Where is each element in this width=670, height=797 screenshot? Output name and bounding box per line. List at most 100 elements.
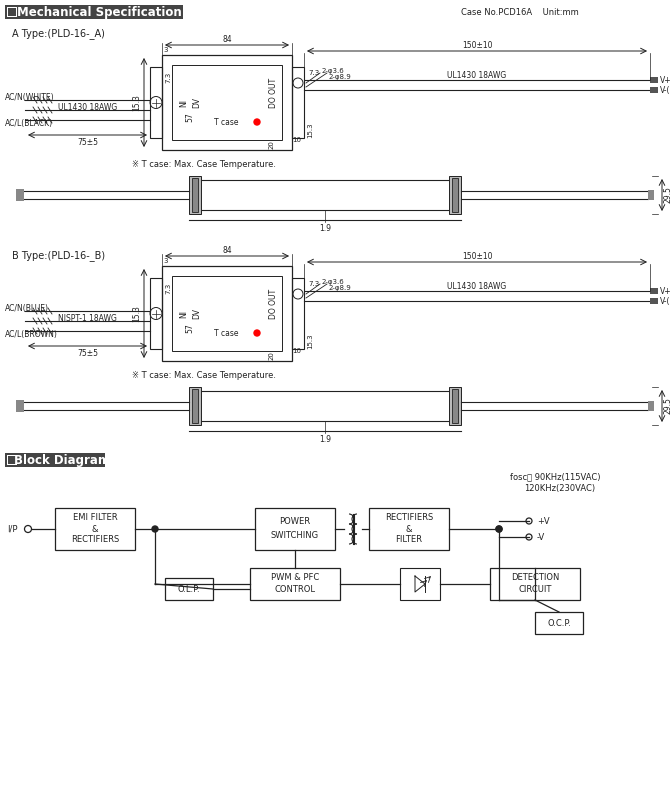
Text: SWITCHING: SWITCHING xyxy=(271,532,319,540)
Bar xyxy=(8,456,16,464)
Text: EMI FILTER: EMI FILTER xyxy=(72,513,117,523)
Text: 20: 20 xyxy=(269,351,275,360)
Circle shape xyxy=(152,526,158,532)
Bar xyxy=(648,401,654,411)
Text: V-(BLACK): V-(BLACK) xyxy=(660,296,670,305)
Text: 2-φ8.9: 2-φ8.9 xyxy=(329,74,352,80)
Text: DV: DV xyxy=(192,308,202,319)
Bar xyxy=(292,67,304,138)
Text: 84: 84 xyxy=(222,245,232,254)
Bar xyxy=(172,276,282,351)
Text: 29.5: 29.5 xyxy=(663,186,670,203)
Text: 57: 57 xyxy=(186,112,194,123)
Text: 2-φ3.6: 2-φ3.6 xyxy=(322,279,345,285)
Text: UL1430 18AWG: UL1430 18AWG xyxy=(58,103,117,112)
Bar xyxy=(400,568,440,600)
Text: 10: 10 xyxy=(293,348,302,354)
Bar xyxy=(292,278,304,349)
Text: 84: 84 xyxy=(222,34,232,44)
Text: fosc： 90KHz(115VAC): fosc： 90KHz(115VAC) xyxy=(510,473,600,481)
Text: 15.3: 15.3 xyxy=(133,305,141,322)
Text: 7.3: 7.3 xyxy=(308,281,319,287)
Text: 7.3: 7.3 xyxy=(165,282,171,293)
Text: 7.3: 7.3 xyxy=(308,70,319,76)
Bar xyxy=(192,178,198,212)
Bar xyxy=(650,288,658,294)
Text: Mechanical Specification: Mechanical Specification xyxy=(17,6,182,18)
Text: FILTER: FILTER xyxy=(395,536,423,544)
Text: ※ T case: Max. Case Temperature.: ※ T case: Max. Case Temperature. xyxy=(132,371,276,379)
Text: &: & xyxy=(92,524,98,533)
Text: 120KHz(230VAC): 120KHz(230VAC) xyxy=(524,484,595,493)
Bar xyxy=(250,568,340,600)
Text: CONTROL: CONTROL xyxy=(275,586,316,595)
Text: NI: NI xyxy=(180,309,188,317)
Text: RECTIFIERS: RECTIFIERS xyxy=(71,536,119,544)
Text: 57: 57 xyxy=(186,324,194,333)
Text: AC/N(BLUE): AC/N(BLUE) xyxy=(5,304,49,312)
Text: ※ T case: Max. Case Temperature.: ※ T case: Max. Case Temperature. xyxy=(132,159,276,168)
Text: AC/L(BROWN): AC/L(BROWN) xyxy=(5,329,58,339)
Bar xyxy=(449,176,461,214)
Bar xyxy=(189,387,201,425)
Bar xyxy=(162,266,292,361)
Text: NI: NI xyxy=(180,99,188,107)
Text: POWER: POWER xyxy=(279,517,311,527)
Text: 10: 10 xyxy=(293,137,302,143)
Bar xyxy=(150,67,162,138)
Text: DO OUT: DO OUT xyxy=(269,289,279,319)
Bar xyxy=(150,278,162,349)
Text: NISPT-1 18AWG: NISPT-1 18AWG xyxy=(58,313,117,323)
Text: 15.3: 15.3 xyxy=(307,333,313,349)
Text: T case: T case xyxy=(214,117,239,127)
Bar xyxy=(650,77,658,83)
Bar xyxy=(8,8,16,16)
Text: V-(BLACK): V-(BLACK) xyxy=(660,85,670,95)
Bar xyxy=(195,391,455,421)
Bar xyxy=(535,612,583,634)
Bar xyxy=(452,389,458,423)
Circle shape xyxy=(254,330,260,336)
Text: 7.3: 7.3 xyxy=(165,72,171,83)
Circle shape xyxy=(496,526,502,532)
Bar xyxy=(452,178,458,212)
Text: A Type:(PLD-16-_A): A Type:(PLD-16-_A) xyxy=(12,28,105,39)
Bar xyxy=(650,298,658,304)
Text: DO OUT: DO OUT xyxy=(269,77,279,108)
Text: DV: DV xyxy=(192,97,202,108)
Text: PWM & PFC: PWM & PFC xyxy=(271,574,319,583)
Text: 29.5: 29.5 xyxy=(663,398,670,414)
Bar xyxy=(369,508,449,550)
Text: Case No.PCD16A    Unit:mm: Case No.PCD16A Unit:mm xyxy=(461,7,579,17)
Text: 75±5: 75±5 xyxy=(77,138,98,147)
Bar xyxy=(648,190,654,200)
Text: T case: T case xyxy=(214,328,239,337)
Text: +V: +V xyxy=(537,516,549,525)
Text: CIRCUIT: CIRCUIT xyxy=(519,586,551,595)
Circle shape xyxy=(496,526,502,532)
Text: 3: 3 xyxy=(163,47,168,53)
Text: V+(RED): V+(RED) xyxy=(660,76,670,84)
Bar xyxy=(55,508,135,550)
Bar xyxy=(490,568,580,600)
Bar xyxy=(7,7,17,17)
Bar xyxy=(449,387,461,425)
Bar xyxy=(192,389,198,423)
Bar xyxy=(5,5,183,19)
Text: &: & xyxy=(406,524,412,533)
Text: 150±10: 150±10 xyxy=(462,252,492,261)
Text: Block Diagram: Block Diagram xyxy=(14,453,110,466)
Bar xyxy=(650,87,658,93)
Text: O.C.P.: O.C.P. xyxy=(547,618,571,627)
Text: I/P: I/P xyxy=(7,524,18,533)
Text: 75±5: 75±5 xyxy=(77,348,98,358)
Text: RECTIFIERS: RECTIFIERS xyxy=(385,513,433,523)
Bar xyxy=(165,578,213,600)
Bar xyxy=(162,55,292,150)
Text: UL1430 18AWG: UL1430 18AWG xyxy=(448,70,507,80)
Text: B Type:(PLD-16-_B): B Type:(PLD-16-_B) xyxy=(12,250,105,261)
Bar xyxy=(172,65,282,140)
Text: 1.9: 1.9 xyxy=(319,434,331,443)
Bar xyxy=(5,453,105,467)
Bar xyxy=(255,508,335,550)
